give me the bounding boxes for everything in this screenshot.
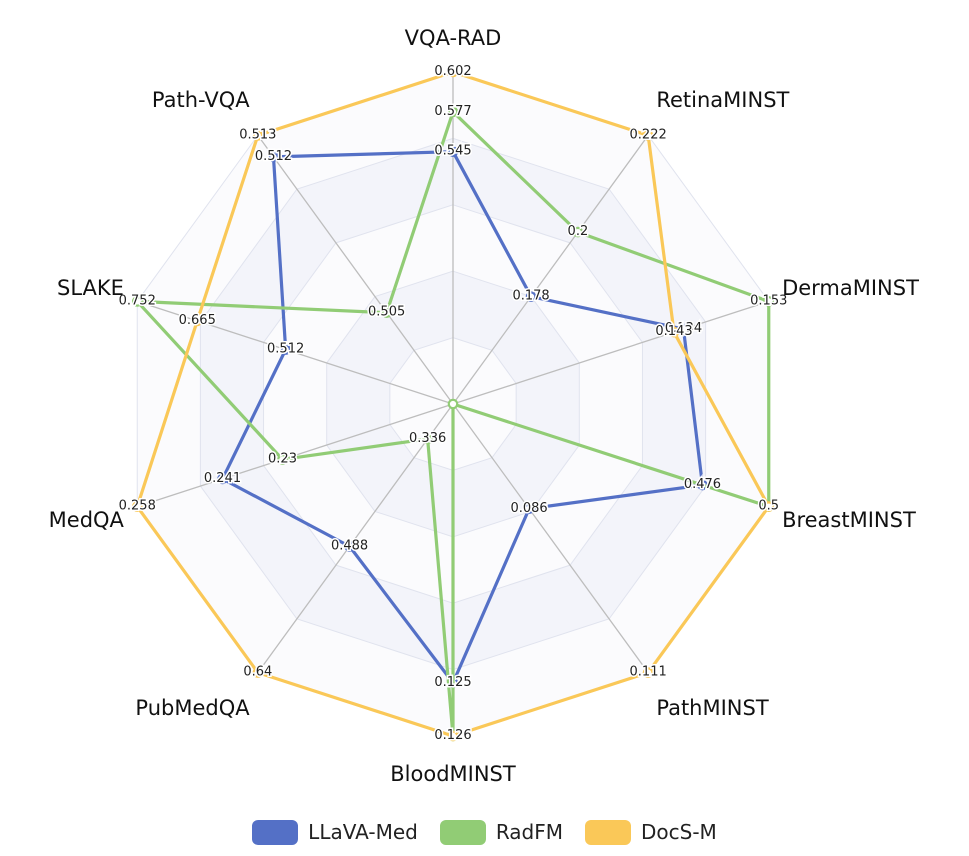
data-point-llava-med-medqa[interactable] — [217, 473, 228, 485]
data-label-radfm-vqa-rad: 0.577 — [434, 104, 471, 119]
data-label-radfm-pubmedqa: 0.336 — [409, 431, 446, 446]
data-point-docs-m-slake[interactable] — [191, 315, 203, 327]
data-point-radfm-dermaminst[interactable] — [763, 296, 775, 307]
data-label-llava-med-medqa: 0.241 — [204, 471, 241, 486]
axis-labels: VQA-RAD RetinaMINST DermaMINST BreastMINST P… — [49, 26, 919, 786]
legend: LLaVA-Med RadFM DocS-M — [0, 812, 969, 852]
legend-swatch-llava-med — [252, 819, 299, 845]
data-label-llava-med-retinaminst: 0.178 — [512, 289, 549, 304]
data-point-docs-m-medqa[interactable] — [131, 501, 143, 512]
data-point-llava-med-retinaminst[interactable] — [525, 291, 537, 302]
axis-label-path-vqa: Path-VQA — [152, 88, 250, 112]
data-point-radfm-medqa[interactable] — [277, 454, 288, 465]
data-label-radfm-dermaminst: 0.153 — [750, 293, 787, 308]
data-label-docs-m-slake: 0.665 — [179, 313, 216, 328]
data-point-llava-med-path-vqa[interactable] — [268, 151, 279, 163]
data-label-radfm-path-vqa: 0.505 — [368, 305, 405, 320]
legend-label: LLaVA-Med — [308, 820, 418, 844]
data-label-llava-med-bloodminst: 0.125 — [434, 675, 471, 690]
axis-line-pathminst — [452, 403, 649, 673]
data-point-docs-m-retinaminst[interactable] — [642, 130, 654, 141]
axis-label-retinaminst: RetinaMINST — [656, 88, 789, 112]
data-label-llava-med-vqa-rad: 0.545 — [434, 144, 471, 159]
axis-line-medqa — [137, 403, 454, 508]
radar-series — [131, 66, 775, 742]
data-label-docs-m-path-vqa: 0.513 — [239, 127, 276, 142]
data-point-llava-med-pathminst[interactable] — [523, 503, 535, 515]
data-point-docs-m-dermaminst[interactable] — [668, 326, 680, 338]
legend-label: DocS-M — [641, 820, 717, 844]
data-point-llava-med-dermaminst[interactable] — [678, 323, 689, 335]
radar-chart: 0.545 0.178 0.134 0.476 0.086 0.125 0.488 0.241… — [49, 26, 919, 786]
data-point-radfm-path-vqa[interactable] — [381, 307, 392, 318]
axis-label-slake: SLAKE — [57, 276, 124, 300]
data-label-llava-med-pubmedqa: 0.488 — [331, 538, 368, 553]
data-point-radfm-retinaminst[interactable] — [572, 226, 584, 238]
data-point-docs-m-bloodminst[interactable] — [447, 730, 459, 742]
data-point-docs-m-vqa-rad[interactable] — [447, 66, 459, 78]
axis-label-vqa-rad: VQA-RAD — [405, 26, 502, 50]
legend-item-llava-med[interactable]: LLaVA-Med — [252, 819, 418, 845]
data-label-docs-m-vqa-rad: 0.602 — [434, 64, 471, 79]
axis-line-dermaminst — [452, 300, 769, 405]
data-point-docs-m-pathminst[interactable] — [642, 667, 654, 678]
axis-line-pubmedqa — [257, 403, 454, 673]
data-point-docs-m-path-vqa[interactable] — [252, 130, 264, 141]
legend-swatch-docs-m — [585, 819, 632, 845]
data-label-radfm-medqa: 0.23 — [268, 451, 297, 466]
axis-label-pubmedqa: PubMedQA — [135, 696, 250, 720]
axis-line-slake — [137, 300, 454, 405]
data-label-llava-med-slake: 0.512 — [267, 342, 304, 357]
data-point-llava-med-slake[interactable] — [280, 344, 291, 355]
axis-line-path-vqa — [257, 135, 454, 405]
axis-label-bloodminst: BloodMINST — [390, 762, 516, 786]
legend-item-radfm[interactable]: RadFM — [439, 819, 564, 845]
axis-label-dermaminst: DermaMINST — [782, 276, 919, 300]
data-label-docs-m-retinaminst: 0.222 — [630, 127, 667, 142]
data-label-docs-m-breastminst: 0.5 — [758, 499, 779, 514]
data-point-llava-med-vqa-rad[interactable] — [447, 146, 459, 157]
data-point-docs-m-pubmedqa[interactable] — [252, 667, 264, 678]
data-label-docs-m-dermaminst: 0.143 — [655, 324, 692, 339]
data-point-radfm-pubmedqa[interactable] — [422, 433, 433, 445]
legend-swatch-radfm — [439, 819, 486, 845]
data-label-docs-m-pubmedqa: 0.64 — [243, 665, 272, 680]
data-point-docs-m-breastminst[interactable] — [763, 501, 775, 512]
data-label-llava-med-breastminst: 0.476 — [684, 477, 721, 492]
data-point-llava-med-pubmedqa[interactable] — [344, 541, 355, 552]
data-point-radfm-vqa-rad[interactable] — [447, 106, 459, 118]
axis-label-medqa: MedQA — [49, 508, 125, 532]
legend-label: RadFM — [495, 820, 564, 844]
legend-item-docs-m[interactable]: DocS-M — [585, 819, 717, 845]
data-point-radfm-slake[interactable] — [131, 296, 143, 307]
data-point-radfm-pathminst[interactable] — [447, 398, 459, 410]
data-label-radfm-retinaminst: 0.2 — [568, 224, 589, 239]
axis-label-pathminst: PathMINST — [656, 696, 768, 720]
data-labels: 0.545 0.178 0.134 0.476 0.086 0.125 0.488 0.241… — [117, 63, 789, 745]
data-label-llava-med-pathminst: 0.086 — [510, 501, 547, 516]
data-label-llava-med-path-vqa: 0.512 — [255, 149, 292, 164]
data-label-radfm-slake: 0.752 — [119, 293, 156, 308]
axis-label-breastminst: BreastMINST — [782, 508, 916, 532]
axis-line-retinaminst — [452, 135, 649, 405]
data-label-docs-m-bloodminst: 0.126 — [434, 728, 471, 743]
data-label-docs-m-pathminst: 0.111 — [630, 665, 667, 680]
data-label-docs-m-medqa: 0.258 — [119, 499, 156, 514]
data-label-llava-med-dermaminst: 0.134 — [665, 321, 702, 336]
